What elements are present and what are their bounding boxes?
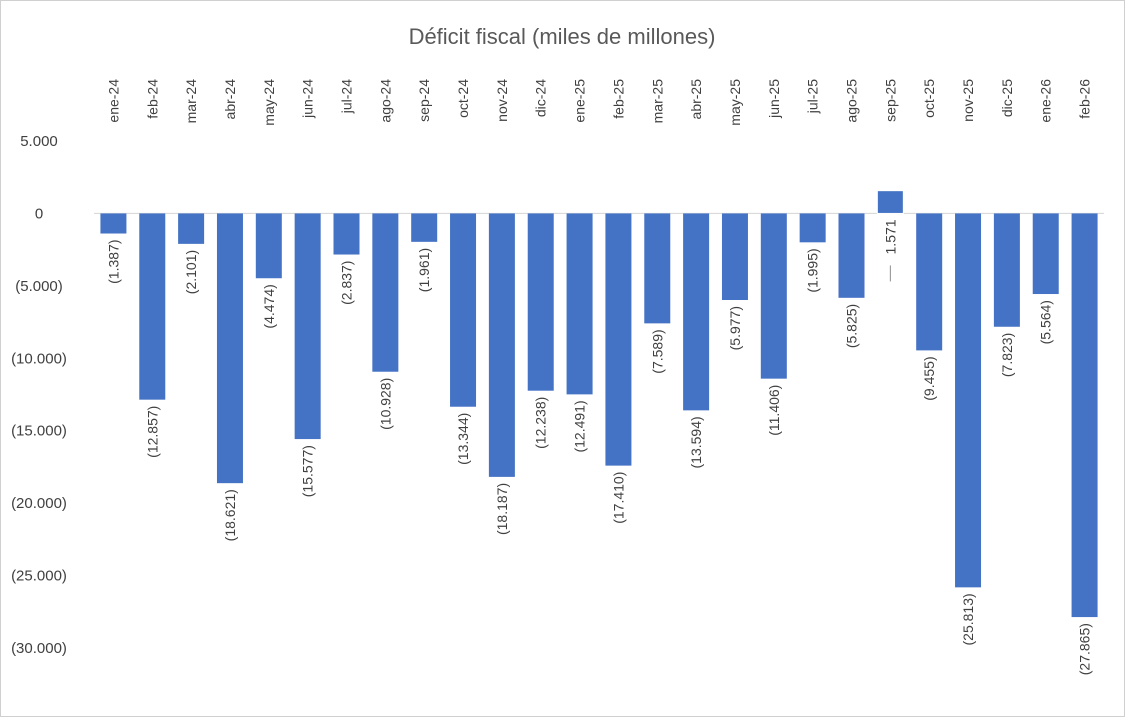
x-tick-label: may-24 (261, 79, 277, 126)
x-tick-label: feb-25 (610, 79, 626, 119)
x-axis: ene-24 feb-24 mar-24 abr-24 may-24 jun-24 jul-… (94, 79, 1104, 215)
data-label: (7.823) (999, 333, 1015, 377)
x-tick-label: jul-24 (339, 79, 355, 114)
data-label: (17.410) (610, 472, 626, 524)
data-label: (12.857) (144, 406, 160, 458)
x-tick-label: dic-24 (533, 79, 549, 117)
x-tick-label: dic-25 (999, 79, 1015, 117)
bar (799, 213, 826, 243)
x-tick-label: ago-24 (377, 79, 393, 123)
x-tick-label: ago-25 (844, 79, 860, 123)
data-label: (5.564) (1038, 300, 1054, 344)
x-tick-label: sep-25 (882, 79, 898, 122)
bars (100, 190, 1098, 618)
bar (488, 213, 515, 477)
data-label: (18.621) (222, 489, 238, 541)
x-tick-label: mar-25 (649, 79, 665, 124)
bar (372, 213, 399, 372)
y-tick-label: 5.000 (20, 133, 58, 150)
y-tick-label: 0 (35, 205, 43, 222)
x-tick-label: jun-24 (300, 79, 316, 119)
data-label: (13.344) (455, 413, 471, 465)
y-tick-label: (30.000) (11, 640, 67, 657)
bar (1032, 213, 1059, 295)
bar (216, 213, 243, 484)
bar (139, 213, 166, 400)
bar (178, 213, 205, 244)
data-label: (13.594) (688, 416, 704, 468)
bar (644, 213, 671, 324)
x-tick-label: feb-26 (1077, 79, 1093, 119)
x-tick-label: ene-25 (572, 79, 588, 123)
data-label: 1.571 (882, 219, 898, 254)
y-tick-label: (20.000) (11, 495, 67, 512)
data-label: (2.101) (183, 250, 199, 294)
bar (683, 213, 710, 411)
data-label: (5.825) (844, 304, 860, 348)
y-tick-label: (25.000) (11, 568, 67, 585)
data-labels: (1.387) (12.857) (2.101) (18.621) (4.474) (15… (105, 219, 1092, 675)
bar (876, 190, 904, 214)
data-label: (18.187) (494, 483, 510, 535)
x-tick-label: oct-24 (455, 79, 471, 118)
y-tick-label: (5.000) (15, 278, 63, 295)
bar (993, 213, 1020, 327)
data-label: (7.589) (649, 329, 665, 373)
bar (605, 213, 632, 466)
bar (916, 213, 943, 351)
bar (333, 213, 360, 255)
x-tick-label: abr-24 (222, 79, 238, 120)
data-label: (1.961) (416, 248, 432, 292)
x-tick-label: may-25 (727, 79, 743, 126)
bar (255, 213, 282, 279)
bar (411, 213, 438, 242)
x-tick-label: mar-24 (183, 79, 199, 124)
data-label: (4.474) (261, 284, 277, 328)
x-tick-label: ene-26 (1038, 79, 1054, 123)
bar (100, 213, 127, 234)
chart-title: Déficit fiscal (miles de millones) (409, 24, 716, 49)
bar (450, 213, 477, 407)
data-label: (5.977) (727, 306, 743, 350)
data-label: (12.491) (572, 400, 588, 452)
y-tick-label: (15.000) (11, 423, 67, 440)
data-label: (10.928) (377, 378, 393, 430)
bar (527, 213, 554, 391)
x-tick-label: feb-24 (144, 79, 160, 119)
bar (294, 213, 321, 440)
x-tick-label: ene-24 (105, 79, 121, 123)
bar (1071, 213, 1098, 618)
x-tick-label: jul-25 (805, 79, 821, 114)
data-label: (25.813) (960, 593, 976, 645)
data-label: (12.238) (533, 397, 549, 449)
data-label: (1.995) (805, 248, 821, 292)
data-label: (9.455) (921, 356, 937, 400)
x-tick-label: oct-25 (921, 79, 937, 118)
data-label: (11.406) (766, 385, 782, 436)
x-tick-label: sep-24 (416, 79, 432, 122)
x-tick-label: jun-25 (766, 79, 782, 119)
bar (721, 213, 748, 301)
x-tick-label: nov-25 (960, 79, 976, 122)
x-tick-label: nov-24 (494, 79, 510, 122)
data-label: (27.865) (1077, 623, 1093, 675)
bar (760, 213, 787, 379)
x-tick-label: abr-25 (688, 79, 704, 120)
data-label: (15.577) (300, 445, 316, 497)
data-label: (2.837) (339, 261, 355, 305)
y-axis: 5.000 0 (5.000) (10.000) (15.000) (20.000) (25… (11, 133, 67, 657)
bar (566, 213, 593, 395)
y-tick-label: (10.000) (11, 350, 67, 367)
bar (955, 213, 982, 588)
bar (838, 213, 865, 298)
data-label: (1.387) (105, 240, 121, 284)
